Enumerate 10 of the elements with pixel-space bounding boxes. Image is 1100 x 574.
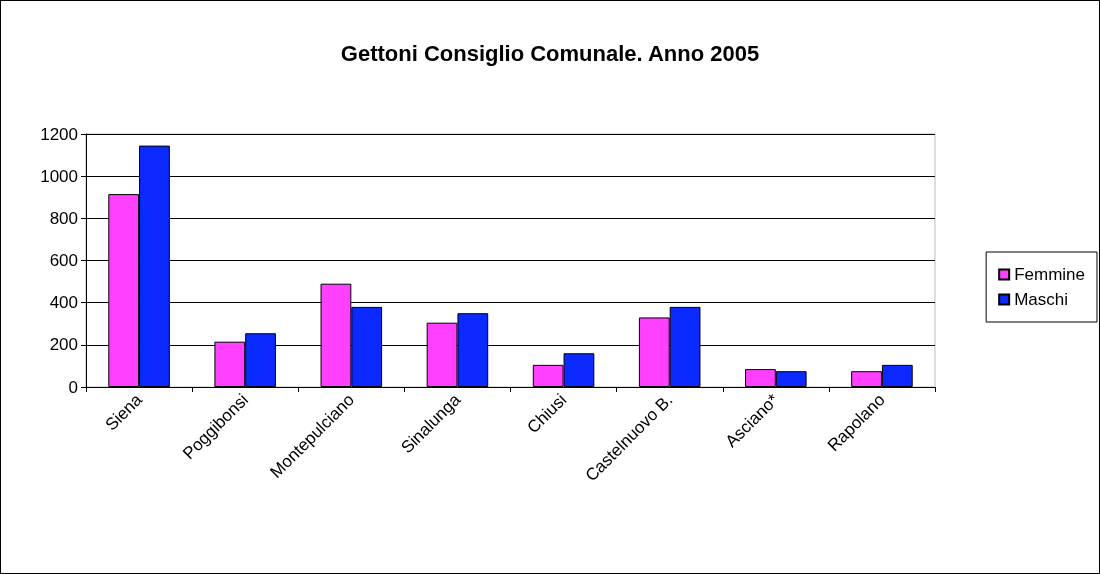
y-tick-label: 400 <box>49 293 78 313</box>
y-tick-label: 1200 <box>40 124 78 144</box>
y-tick-label: 200 <box>49 335 78 355</box>
legend-label: Femmine <box>1014 265 1086 284</box>
legend-label: Maschi <box>1014 290 1069 309</box>
chart-title: Gettoni Consiglio Comunale. Anno 2005 <box>340 40 760 66</box>
y-tick-label: 800 <box>49 208 78 228</box>
y-tick-label: 1000 <box>40 166 78 186</box>
y-tick-label: 0 <box>68 377 78 397</box>
y-tick-label: 600 <box>49 251 78 270</box>
